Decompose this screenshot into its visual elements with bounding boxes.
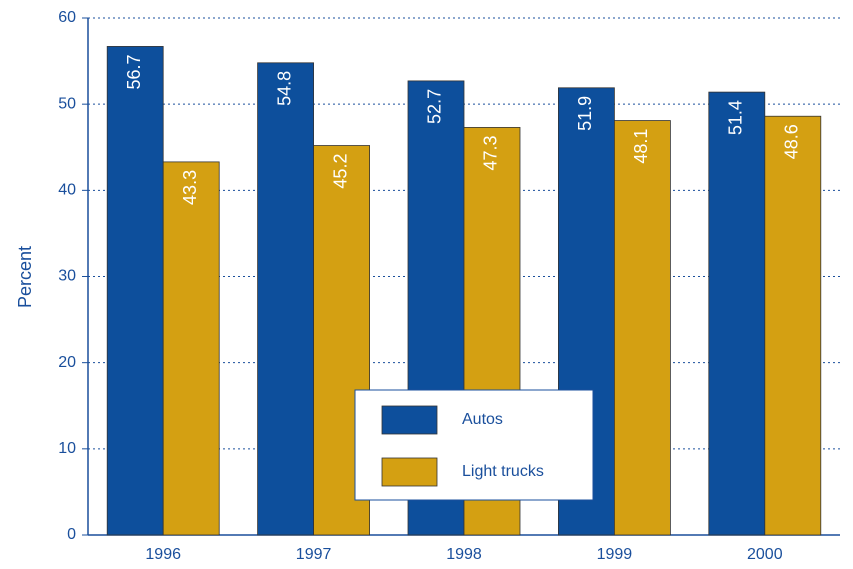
data-label: 52.7 (425, 89, 445, 124)
y-tick-label: 0 (67, 526, 76, 543)
data-label: 51.4 (726, 100, 746, 135)
data-label: 48.6 (782, 124, 802, 159)
x-tick-label: 1996 (145, 546, 181, 563)
bar (162, 161, 220, 536)
y-tick-label: 10 (58, 440, 76, 457)
y-tick-label: 50 (58, 95, 76, 112)
y-tick-label: 20 (58, 354, 76, 371)
data-label: 56.7 (124, 54, 144, 89)
bar (614, 120, 671, 536)
data-label: 43.3 (180, 170, 200, 205)
y-tick-label: 40 (58, 182, 76, 199)
bar (106, 46, 164, 536)
legend-label: Light trucks (462, 463, 544, 480)
x-tick-label: 2000 (747, 546, 783, 563)
legend-swatch (381, 457, 438, 487)
data-label: 48.1 (631, 129, 651, 164)
x-tick-label: 1998 (446, 546, 482, 563)
data-label: 47.3 (481, 135, 501, 170)
bar (708, 91, 766, 536)
y-tick-label: 60 (58, 9, 76, 26)
legend-label: Autos (462, 411, 503, 428)
x-tick-label: 1997 (296, 546, 332, 563)
data-label: 45.2 (330, 154, 350, 189)
data-label: 54.8 (274, 71, 294, 106)
y-tick-label: 30 (58, 268, 76, 285)
x-tick-label: 1999 (597, 546, 633, 563)
legend-swatch (381, 405, 438, 435)
y-axis-label: Percent (15, 246, 35, 308)
data-label: 51.9 (575, 96, 595, 131)
bar (257, 62, 315, 536)
bar (764, 115, 822, 536)
